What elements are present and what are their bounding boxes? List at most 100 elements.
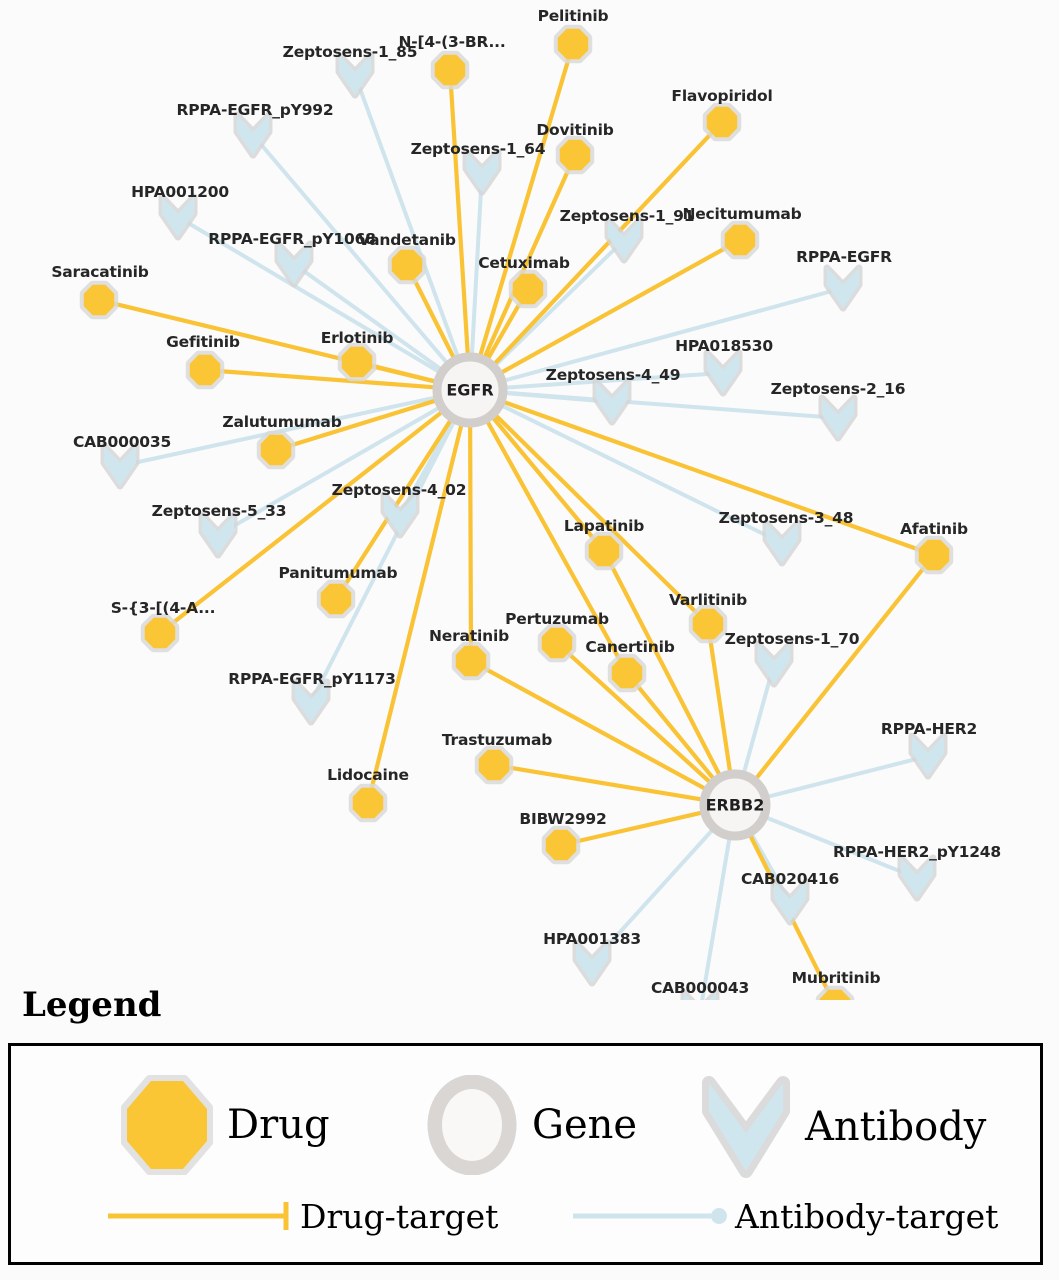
drug-target-edge[interactable] [624,670,721,787]
drug-target-edge[interactable] [202,367,444,390]
antibody-target-edge[interactable] [309,413,459,704]
antibody-node[interactable] [823,264,863,312]
drug-target-edge[interactable] [273,396,445,453]
drug-node-shape[interactable] [260,434,292,466]
drug-target-edge[interactable] [157,405,450,636]
drug-node-shape[interactable] [706,106,738,138]
antibody-target-edge[interactable] [494,400,784,545]
drug-node-shape[interactable] [434,54,466,86]
drug-node-shape[interactable] [391,249,423,281]
antibody-target-edge[interactable] [251,133,454,370]
drug-node[interactable] [553,24,593,64]
drug-node[interactable] [316,579,356,619]
antibody-node-shape[interactable] [596,382,628,422]
antibody-node-shape[interactable] [384,495,416,535]
drug-node[interactable] [720,220,760,260]
drug-target-edge[interactable] [488,408,711,627]
antibody-node-shape[interactable] [295,682,327,722]
antibody-target-edge[interactable] [353,73,463,365]
antibody-target-edge[interactable] [740,662,776,781]
antibody-node-shape[interactable] [162,197,194,237]
drug-target-edge[interactable] [749,552,937,786]
antibody-node-shape[interactable] [827,268,859,308]
antibody-target-edge[interactable] [176,215,448,378]
antibody-node[interactable] [380,491,420,539]
antibody-node-shape[interactable] [608,220,640,260]
antibody-node[interactable] [274,240,314,288]
antibody-target-edge[interactable] [496,390,840,420]
antibody-node[interactable] [703,349,743,397]
drug-node[interactable] [474,745,514,785]
antibody-node[interactable] [680,989,720,1000]
drug-target-edge[interactable] [447,67,471,364]
drug-node[interactable] [140,613,180,653]
antibody-target-edge[interactable] [495,286,845,385]
drug-node[interactable] [541,825,581,865]
drug-target-edge[interactable] [476,41,576,365]
antibody-target-edge[interactable] [469,170,484,364]
drug-target-edge[interactable] [479,152,578,366]
drug-node[interactable] [430,50,470,90]
antibody-node-shape[interactable] [766,523,798,563]
antibody-node-shape[interactable] [684,993,716,1000]
drug-node-shape[interactable] [352,787,384,819]
drug-node[interactable] [815,985,855,1000]
drug-target-edge[interactable] [495,397,937,558]
antibody-node-shape[interactable] [466,152,498,192]
drug-node-shape[interactable] [144,617,176,649]
antibody-target-edge[interactable] [292,262,449,376]
antibody-target-edge[interactable] [216,402,447,537]
antibody-node[interactable] [818,394,858,442]
network-graph-svg[interactable] [0,0,1059,1000]
antibody-node-shape[interactable] [774,882,806,922]
drug-node[interactable] [555,135,595,175]
drug-node-shape[interactable] [478,749,510,781]
drug-node[interactable] [185,350,225,390]
drug-node-shape[interactable] [611,657,643,689]
antibody-node-shape[interactable] [237,115,269,155]
antibody-node-shape[interactable] [339,55,371,95]
drug-target-edge[interactable] [365,416,466,806]
drug-node-shape[interactable] [557,28,589,60]
drug-target-edge[interactable] [601,548,725,784]
drug-target-edge[interactable] [705,621,734,781]
antibody-target-edge[interactable] [488,238,626,372]
antibody-node-shape[interactable] [576,943,608,983]
drug-target-edge[interactable] [487,119,725,371]
antibody-node[interactable] [462,148,502,196]
drug-node-shape[interactable] [320,583,352,615]
antibody-node[interactable] [158,193,198,241]
drug-target-edge[interactable] [493,237,743,379]
antibody-node-shape[interactable] [912,736,944,776]
drug-node-shape[interactable] [692,608,724,640]
drug-node[interactable] [387,245,427,285]
antibody-node[interactable] [100,442,140,490]
antibody-node[interactable] [335,51,375,99]
antibody-target-edge[interactable] [590,823,719,965]
antibody-node[interactable] [754,640,794,688]
antibody-node[interactable] [291,678,331,726]
antibody-target-edge[interactable] [759,754,930,801]
antibody-target-edge[interactable] [758,813,919,880]
antibody-target-edge[interactable] [700,829,733,1000]
drug-node-shape[interactable] [918,539,950,571]
antibody-node[interactable] [604,216,644,264]
antibody-node[interactable] [198,511,238,559]
antibody-node-shape[interactable] [758,644,790,684]
drug-node-shape[interactable] [341,346,373,378]
drug-node[interactable] [337,342,377,382]
drug-target-edge[interactable] [468,416,474,664]
drug-node-shape[interactable] [455,645,487,677]
antibody-node[interactable] [762,519,802,567]
drug-node[interactable] [348,783,388,823]
drug-node[interactable] [914,535,954,575]
drug-target-edge[interactable] [481,413,630,676]
drug-node[interactable] [584,531,624,571]
drug-node-shape[interactable] [559,139,591,171]
drug-node-shape[interactable] [545,829,577,861]
drug-node-shape[interactable] [189,354,221,386]
drug-node[interactable] [607,653,647,693]
antibody-node[interactable] [572,939,612,987]
antibody-node-shape[interactable] [278,244,310,284]
drug-target-edge[interactable] [486,410,607,554]
